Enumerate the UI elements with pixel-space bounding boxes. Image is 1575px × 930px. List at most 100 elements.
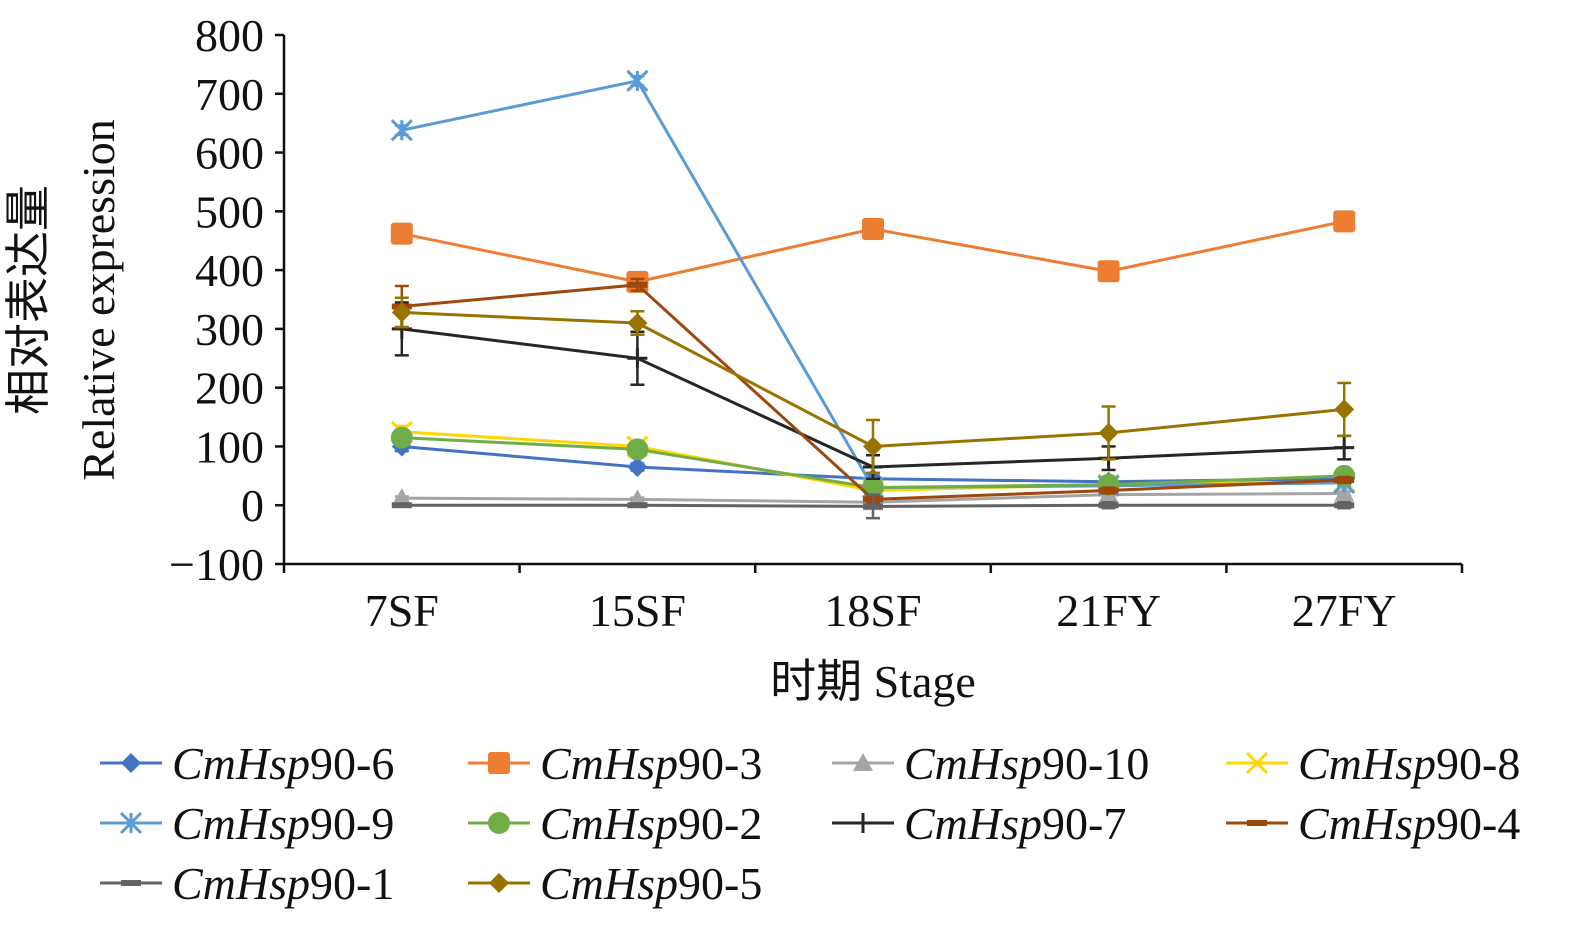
y-tick-label: 500 [195,186,264,237]
legend-item-90-1: CmHsp90-1 [100,858,394,909]
legend-item-90-10: CmHsp90-10 [832,738,1149,789]
y-tick-label: −100 [169,539,264,590]
series-90-7-point-shape [627,348,648,369]
series-90-9-point [626,69,649,92]
series-90-4-point-shape [1334,476,1355,483]
legend-label-italic: CmHsp [904,738,1042,789]
series-90-1-point-shape [627,502,648,509]
series-90-1-point [863,503,883,510]
series-90-5-point-shape [391,302,412,323]
y-axis-label-en: Relative expression [73,119,124,481]
series-90-3-point-shape [862,217,884,240]
y-axis-label-cn: 相对表达量 [3,185,54,415]
legend-label-number: 90-9 [310,798,394,849]
series-90-7-point [627,348,648,369]
series-90-5-point-shape [627,313,648,334]
series-90-4-point-shape [1098,487,1119,494]
legend-item-90-9: CmHsp90-9 [100,798,394,849]
series-90-1-point-shape [391,502,412,509]
legend-label-number: 90-3 [678,738,762,789]
series-90-5-point [1334,399,1355,420]
legend-item-90-8: CmHsp90-8 [1226,738,1520,789]
legend-item-90-8-marker-shape [1245,751,1269,775]
series-90-4-point-shape [627,281,648,288]
legend-item-90-8-marker [1245,751,1269,775]
series-90-5-point [863,436,883,457]
legend-item-90-7-marker-shape [853,813,873,833]
series-90-9-point-shape [626,69,649,92]
series-90-3-point [1097,260,1120,283]
legend-item-90-4-marker [1247,820,1267,826]
legend-item-90-3: CmHsp90-3 [468,738,762,789]
legend-item-90-7-marker [853,813,873,833]
legend-label-number: 90-8 [1436,738,1520,789]
series-90-2-point [390,426,413,449]
legend-item-90-2-label: CmHsp90-2 [540,798,762,849]
series-90-5-point-shape [863,436,883,457]
legend-label-number: 90-2 [678,798,762,849]
legend-item-90-6-marker [121,753,141,773]
y-tick-label: 200 [195,363,264,414]
legend-item-90-2-marker [488,812,510,834]
series-90-6-point-shape [627,457,648,478]
series-90-9-point-shape [390,119,413,142]
legend-label-italic: CmHsp [1298,738,1436,789]
x-tick-label: 21FY [1056,585,1161,636]
series-90-3-point-shape [1097,260,1120,283]
y-tick-label: 400 [195,245,264,296]
legend-item-90-6: CmHsp90-6 [100,738,394,789]
legend-label-italic: CmHsp [540,858,678,909]
y-tick-label: 300 [195,304,264,355]
series-90-10-point [391,488,412,507]
legend-item-90-4-label: CmHsp90-4 [1298,798,1520,849]
legend-item-90-6-label: CmHsp90-6 [172,738,394,789]
y-tick-label: 0 [241,480,264,531]
series-90-3-point [390,222,413,245]
series-90-5-point [391,302,412,323]
series [390,69,1356,520]
legend-item-90-9-marker [119,811,143,835]
series-90-6-point [627,457,648,478]
legend-label-italic: CmHsp [540,798,678,849]
series-90-9-point [390,119,413,142]
legend-label-italic: CmHsp [172,798,310,849]
series-90-1-point [1334,502,1355,509]
axis-labels: 相对表达量 Relative expression 时期 Stage [3,119,976,707]
series-90-4-point [627,281,648,288]
legend-item-90-3-marker [488,752,510,774]
series-90-5-point [1098,422,1119,443]
legend-item-90-1-marker [121,880,141,886]
legend-item-90-2: CmHsp90-2 [468,798,762,849]
series-90-3 [390,210,1356,293]
series-90-4-point [1098,487,1119,494]
y-tick-label: 100 [195,421,264,472]
legend-label-number: 90-5 [678,858,762,909]
legend-label-number: 90-7 [1042,798,1126,849]
series-90-3-point-shape [1333,210,1356,233]
series-90-4-point [1334,476,1355,483]
legend-item-90-8-label: CmHsp90-8 [1298,738,1520,789]
legend-item-90-5-marker [489,873,509,893]
legend-item-90-6-marker-shape [121,753,141,773]
x-tick-label: 27FY [1292,585,1397,636]
series-90-1-point [391,502,412,509]
series-90-5-point [627,313,648,334]
series-90-1-point-shape [863,503,883,510]
legend-label-italic: CmHsp [904,798,1042,849]
legend-item-90-5-label: CmHsp90-5 [540,858,762,909]
series-90-5 [391,296,1355,475]
series-90-1-point [627,502,648,509]
legend-label-number: 90-1 [310,858,394,909]
y-tick-label: 600 [195,128,264,179]
legend-item-90-7: CmHsp90-7 [832,798,1126,849]
series-90-1-point [1098,502,1119,509]
series-90-5-point-shape [1098,422,1119,443]
legend-item-90-7-label: CmHsp90-7 [904,798,1126,849]
legend-item-90-10-marker [853,753,873,771]
series-90-3-point [862,217,884,240]
legend-item-90-4: CmHsp90-4 [1226,798,1520,849]
series-90-1 [391,493,1355,520]
legend-label-number: 90-6 [310,738,394,789]
series-90-2-point [626,438,649,461]
